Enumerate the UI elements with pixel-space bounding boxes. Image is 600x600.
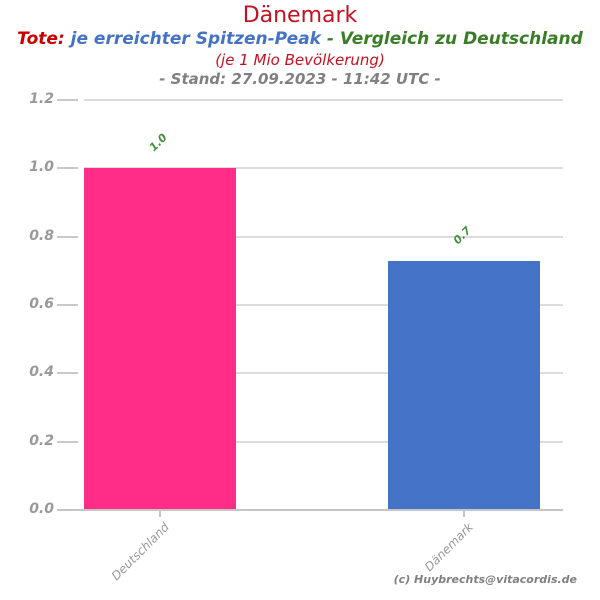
x-axis-tick (463, 511, 465, 517)
chart-header: Dänemark Tote: je erreichter Spitzen-Pea… (0, 3, 600, 88)
y-axis-tick (57, 167, 78, 170)
y-gridline (84, 440, 563, 443)
y-gridline (84, 304, 563, 306)
per-capita-note: (je 1 Mio Bevölkerung) (215, 50, 385, 69)
y-axis-tick (57, 235, 78, 238)
y-axis-tick-label: 0.6 (29, 296, 54, 312)
y-axis-tick (57, 372, 78, 375)
y-gridline (84, 372, 563, 375)
y-axis-tick-label: 0.0 (29, 501, 54, 517)
y-axis-tick (57, 440, 78, 443)
subtitle-peak-label: je erreichter Spitzen-Peak (70, 29, 321, 50)
chart-subtitle: Tote: je erreichter Spitzen-Peak - Vergl… (0, 29, 600, 50)
y-gridline (84, 99, 563, 101)
bar-value-label-deutschland: 1.0 (146, 131, 170, 155)
page-title: Dänemark (242, 3, 358, 28)
x-axis-line (57, 509, 563, 511)
y-axis-tick-label: 0.4 (29, 364, 54, 381)
x-axis-tick (159, 511, 161, 517)
subtitle-tote-label: Tote: (17, 29, 65, 50)
bar-value-label-daenemark: 0.7 (450, 223, 474, 247)
y-axis-tick (57, 304, 78, 306)
y-axis-tick-label: 1.0 (29, 159, 54, 176)
copyright-credit: (c) Huybrechts@vitacordis.de (393, 573, 577, 586)
x-axis-label-deutschland: Deutschland (108, 520, 172, 584)
y-gridline (84, 235, 563, 238)
y-axis-tick-label: 0.8 (29, 227, 54, 244)
subtitle-compare-label: - Vergleich zu Deutschland (326, 29, 583, 50)
bar-daenemark (388, 260, 540, 510)
x-axis-label-daenemark: Dänemark (421, 520, 476, 575)
y-axis-tick-label: 0.2 (29, 432, 54, 449)
timestamp-line: - Stand: 27.09.2023 - 11:42 UTC - (159, 69, 441, 88)
y-gridline (84, 167, 563, 170)
y-axis-tick (57, 99, 78, 101)
y-axis-tick-label: 1.2 (29, 91, 54, 107)
bar-deutschland (84, 168, 236, 510)
